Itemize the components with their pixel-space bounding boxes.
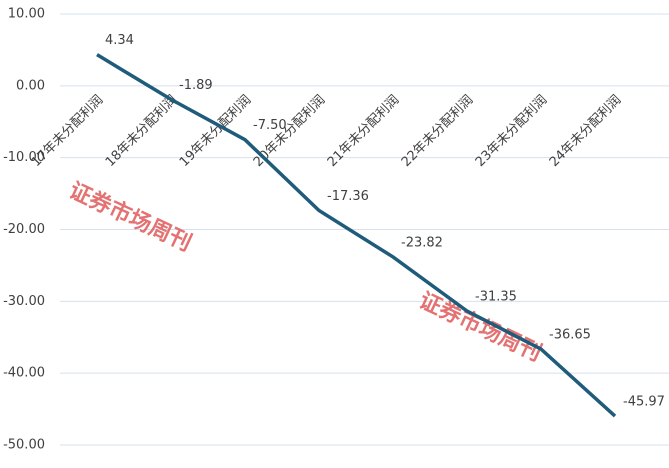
x-tick-label: 22年未分配利润 bbox=[399, 93, 476, 170]
y-tick-label: 0.00 bbox=[16, 78, 45, 93]
watermark: 证券市场周刊 bbox=[65, 177, 196, 256]
y-tick-label: -30.00 bbox=[3, 294, 45, 309]
data-label: -45.97 bbox=[623, 395, 665, 410]
x-tick-label: 17年未分配利润 bbox=[29, 93, 106, 170]
data-label: -17.36 bbox=[327, 189, 369, 204]
data-label: -36.65 bbox=[549, 328, 591, 343]
x-tick-label: 24年未分配利润 bbox=[547, 93, 624, 170]
y-tick-label: -40.00 bbox=[3, 366, 45, 381]
data-label: -1.89 bbox=[179, 78, 213, 93]
y-tick-label: 10.00 bbox=[8, 7, 45, 22]
x-tick-label: 23年未分配利润 bbox=[473, 93, 550, 170]
y-tick-label: -20.00 bbox=[3, 222, 45, 237]
data-line bbox=[96, 53, 617, 418]
data-label: -7.50 bbox=[253, 118, 287, 133]
x-tick-label: 18年未分配利润 bbox=[103, 93, 180, 170]
x-tick-label: 21年未分配利润 bbox=[325, 93, 402, 170]
data-label: -23.82 bbox=[401, 235, 443, 250]
data-label: 4.34 bbox=[105, 33, 134, 48]
y-tick-label: -50.00 bbox=[3, 438, 45, 453]
y-tick-label: -10.00 bbox=[3, 150, 45, 165]
data-label: -31.35 bbox=[475, 290, 517, 305]
x-tick-label: 19年未分配利润 bbox=[177, 93, 254, 170]
